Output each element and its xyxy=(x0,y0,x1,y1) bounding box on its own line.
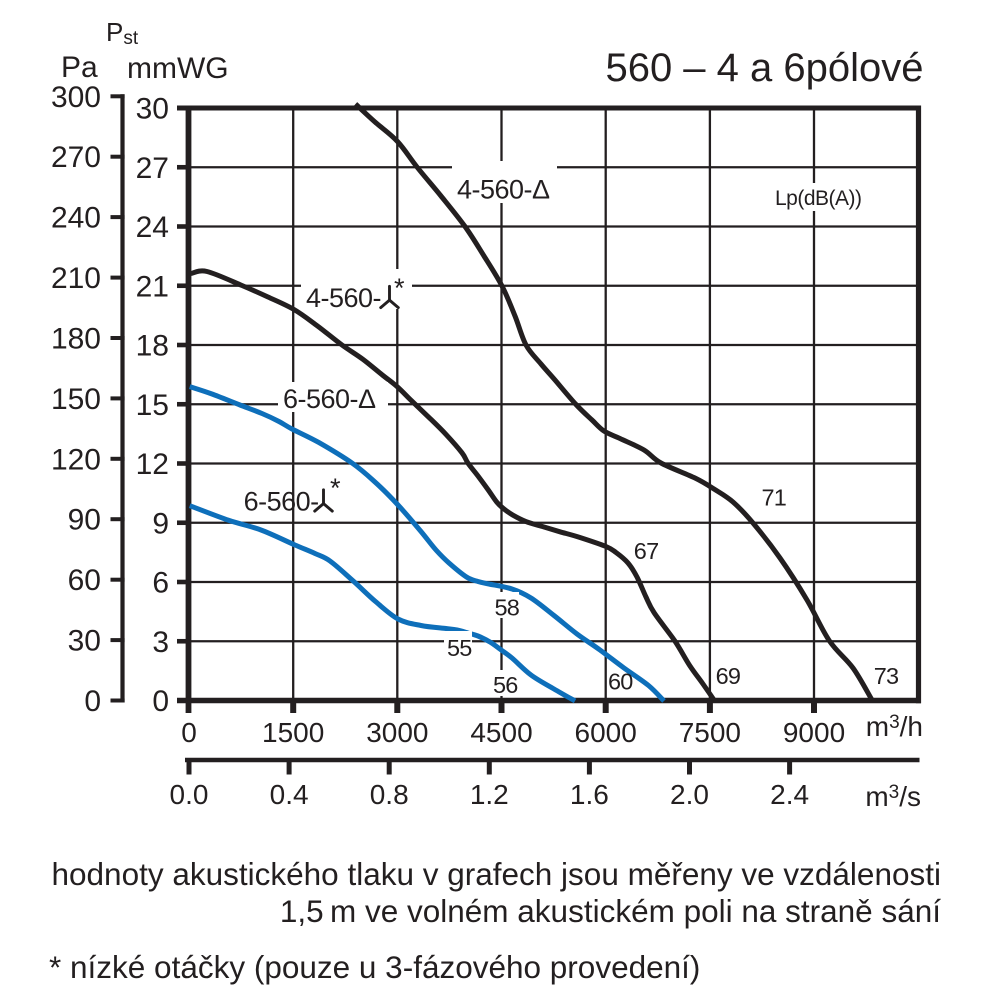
svg-text:3: 3 xyxy=(152,626,169,659)
svg-text:6000: 6000 xyxy=(575,717,637,748)
svg-text:560 – 4 a 6pólové: 560 – 4 a 6pólové xyxy=(605,46,923,90)
svg-text:1500: 1500 xyxy=(262,717,324,748)
svg-text:60: 60 xyxy=(608,669,633,695)
svg-text:0: 0 xyxy=(84,685,101,718)
svg-text:*: * xyxy=(394,273,405,303)
svg-text:18: 18 xyxy=(136,330,169,363)
svg-text:2.4: 2.4 xyxy=(770,779,809,810)
svg-text:6-560-: 6-560- xyxy=(244,487,319,517)
svg-text:1.2: 1.2 xyxy=(470,779,509,810)
svg-text:1.6: 1.6 xyxy=(570,779,609,810)
svg-text:300: 300 xyxy=(51,81,101,114)
svg-text:7500: 7500 xyxy=(679,717,741,748)
svg-text:69: 69 xyxy=(716,663,741,689)
svg-text:60: 60 xyxy=(68,564,101,597)
svg-text:56: 56 xyxy=(493,672,518,698)
svg-text:4-560-: 4-560- xyxy=(306,283,381,313)
svg-text:3000: 3000 xyxy=(366,717,428,748)
svg-text:0.8: 0.8 xyxy=(370,779,409,810)
svg-text:73: 73 xyxy=(874,663,899,689)
svg-text:27: 27 xyxy=(136,152,169,185)
svg-text:15: 15 xyxy=(136,389,169,422)
svg-text:150: 150 xyxy=(51,383,101,416)
svg-text:4-560-Δ: 4-560-Δ xyxy=(457,175,550,205)
svg-text:240: 240 xyxy=(51,202,101,235)
svg-text:m3/h: m3/h xyxy=(866,711,923,742)
svg-text:0.0: 0.0 xyxy=(170,779,209,810)
svg-text:*: * xyxy=(330,473,341,503)
svg-text:30: 30 xyxy=(68,625,101,658)
svg-text:270: 270 xyxy=(51,141,101,174)
svg-text:12: 12 xyxy=(136,448,169,481)
svg-text:9: 9 xyxy=(152,507,169,540)
svg-text:0: 0 xyxy=(181,717,197,748)
svg-text:180: 180 xyxy=(51,322,101,355)
svg-text:Lp(dB(A)): Lp(dB(A)) xyxy=(775,187,862,210)
svg-text:Pa: Pa xyxy=(61,51,98,84)
svg-text:58: 58 xyxy=(495,595,520,621)
svg-text:210: 210 xyxy=(51,262,101,295)
svg-text:2.0: 2.0 xyxy=(670,779,709,810)
svg-text:24: 24 xyxy=(136,211,169,244)
svg-text:0: 0 xyxy=(152,685,169,718)
svg-text:90: 90 xyxy=(68,504,101,537)
svg-text:4500: 4500 xyxy=(470,717,532,748)
svg-text:55: 55 xyxy=(447,635,472,661)
svg-text:mmWG: mmWG xyxy=(127,52,229,85)
svg-text:120: 120 xyxy=(51,443,101,476)
svg-text:9000: 9000 xyxy=(783,717,845,748)
svg-text:30: 30 xyxy=(136,93,169,126)
svg-text:71: 71 xyxy=(762,485,787,511)
svg-text:6: 6 xyxy=(152,567,169,600)
svg-text:21: 21 xyxy=(136,270,169,303)
svg-text:67: 67 xyxy=(634,538,659,564)
svg-text:0.4: 0.4 xyxy=(270,779,309,810)
svg-text:6-560-Δ: 6-560-Δ xyxy=(283,384,376,414)
